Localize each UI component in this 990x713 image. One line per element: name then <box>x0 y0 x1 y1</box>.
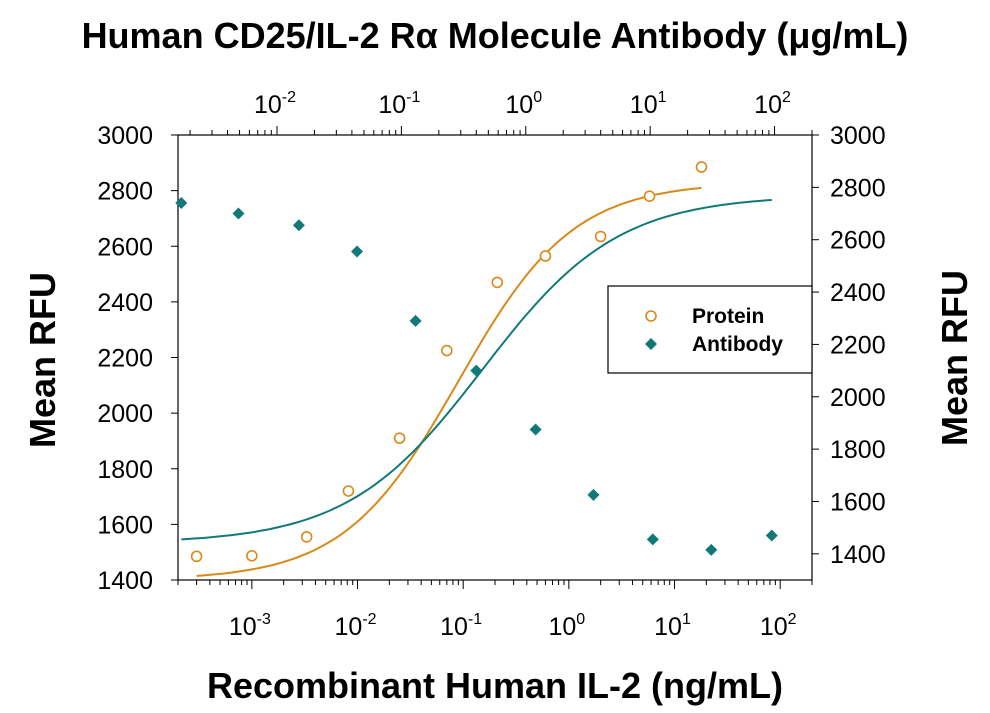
x-bottom-tick-label: 100 <box>548 611 585 641</box>
point-antibody <box>409 314 422 327</box>
point-protein <box>594 230 607 243</box>
axes: 10-3 10-2 10-1 100 101 102 10-2 10-1 100 101 102 14… <box>97 89 885 641</box>
point-protein <box>643 190 656 202</box>
x-top-tick-label: 10-2 <box>254 89 296 119</box>
point-protein <box>190 550 203 563</box>
legend-marker-antibody <box>645 338 657 350</box>
legend-box <box>607 285 813 374</box>
y-left-tick-label: 2600 <box>97 233 153 261</box>
y-left-tick-label: 2200 <box>97 345 153 373</box>
legend-label-antibody: Antibody <box>692 333 783 356</box>
y-right-tick-label: 2000 <box>830 384 886 412</box>
x-top-tick-label: 101 <box>630 89 667 119</box>
point-protein <box>491 276 504 289</box>
y-axis-label-left: Mean RFU <box>22 272 63 448</box>
legend: Protein Antibody <box>607 285 813 374</box>
point-antibody <box>292 219 305 232</box>
y-left-tick-label: 1600 <box>97 511 153 539</box>
y-left-tick-label: 1800 <box>97 456 153 484</box>
y-right-tick-label: 2800 <box>830 174 886 202</box>
point-protein <box>441 344 453 357</box>
chart-title: Human CD25/IL-2 Rα Molecule Antibody (μg… <box>82 15 909 56</box>
y-left-tick-label: 2000 <box>97 400 153 428</box>
point-protein <box>393 432 406 444</box>
point-antibody <box>175 197 188 210</box>
fit-curve-protein <box>196 186 702 577</box>
x-axis-label: Recombinant Human IL-2 (ng/mL) <box>207 665 783 706</box>
y-right-tick-label: 2400 <box>830 279 886 307</box>
legend-marker-protein <box>645 310 657 322</box>
point-antibody <box>232 207 245 220</box>
y-left-tick-label: 3000 <box>97 122 153 150</box>
y-right-tick-label: 2200 <box>830 331 886 359</box>
point-antibody <box>587 488 600 501</box>
y-axis-label-right: Mean RFU <box>934 270 975 446</box>
legend-label-protein: Protein <box>692 305 764 328</box>
point-antibody <box>470 364 483 377</box>
point-protein <box>695 161 708 173</box>
x-top-tick-label: 100 <box>505 89 542 119</box>
point-protein <box>342 485 355 497</box>
point-antibody <box>529 423 542 436</box>
fit-curves <box>181 186 772 577</box>
y-left-tick-label: 2800 <box>97 178 153 206</box>
x-bottom-tick-label: 101 <box>654 611 691 641</box>
point-protein <box>300 531 313 543</box>
x-bottom-tick-label: 102 <box>760 611 797 641</box>
point-antibody <box>351 245 364 258</box>
y-right-tick-label: 1600 <box>830 488 886 516</box>
x-top-tick-label: 10-1 <box>378 89 420 119</box>
data-points <box>175 161 778 563</box>
point-antibody <box>705 543 718 556</box>
x-bottom-tick-label: 10-3 <box>229 611 271 641</box>
point-protein <box>246 550 258 562</box>
y-right-tick-label: 3000 <box>830 122 886 150</box>
y-right-tick-label: 2600 <box>830 227 886 255</box>
fit-curve-antibody <box>181 199 772 541</box>
y-left-tick-label: 2400 <box>97 289 153 317</box>
y-right-tick-label: 1800 <box>830 436 886 464</box>
x-top-tick-label: 102 <box>754 89 791 119</box>
x-bottom-tick-label: 10-2 <box>335 611 377 641</box>
y-left-tick-label: 1400 <box>97 567 153 595</box>
point-protein <box>539 250 552 262</box>
point-antibody <box>765 529 778 542</box>
point-antibody <box>646 533 659 546</box>
y-right-tick-label: 1400 <box>830 541 886 569</box>
x-bottom-tick-label: 10-1 <box>440 611 482 641</box>
